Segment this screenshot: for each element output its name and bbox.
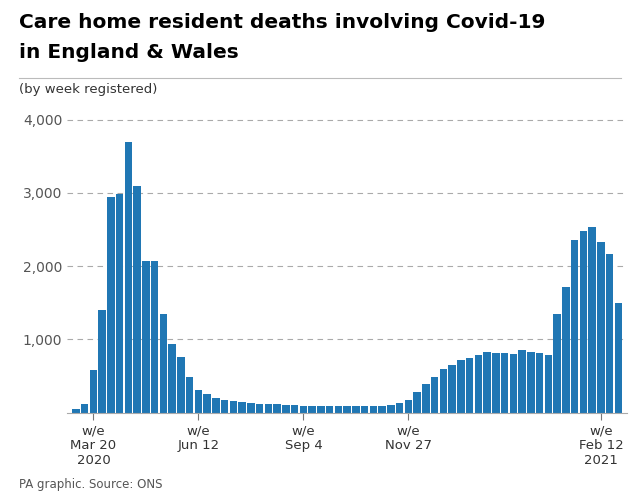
Bar bbox=[589, 226, 596, 412]
Text: PA graphic. Source: ONS: PA graphic. Source: ONS bbox=[19, 478, 163, 491]
Bar bbox=[265, 404, 272, 412]
Bar bbox=[562, 286, 570, 412]
Bar bbox=[536, 353, 543, 412]
Bar bbox=[300, 406, 307, 412]
Bar bbox=[404, 400, 412, 412]
Bar bbox=[518, 350, 526, 412]
Bar bbox=[475, 354, 482, 412]
Bar bbox=[449, 365, 456, 412]
Bar bbox=[545, 354, 552, 412]
Bar bbox=[81, 404, 88, 412]
Bar bbox=[239, 402, 246, 412]
Bar bbox=[335, 406, 342, 412]
Bar bbox=[422, 384, 429, 412]
Bar bbox=[326, 406, 333, 412]
Bar bbox=[457, 360, 465, 412]
Bar bbox=[413, 392, 421, 412]
Bar bbox=[571, 240, 579, 412]
Bar bbox=[160, 314, 167, 412]
Bar bbox=[440, 370, 447, 412]
Bar bbox=[361, 406, 369, 412]
Bar bbox=[370, 406, 377, 412]
Bar bbox=[195, 390, 202, 412]
Bar bbox=[151, 261, 159, 412]
Bar bbox=[597, 242, 605, 412]
Bar bbox=[615, 302, 622, 412]
Bar bbox=[352, 406, 360, 412]
Bar bbox=[99, 310, 106, 412]
Bar bbox=[308, 406, 316, 412]
Bar bbox=[256, 404, 264, 412]
Bar bbox=[483, 352, 491, 412]
Bar bbox=[396, 403, 403, 412]
Bar bbox=[168, 344, 176, 412]
Bar bbox=[344, 406, 351, 412]
Bar bbox=[134, 186, 141, 412]
Bar bbox=[509, 354, 517, 412]
Bar bbox=[177, 357, 185, 412]
Bar bbox=[282, 405, 290, 412]
Bar bbox=[387, 405, 395, 412]
Bar bbox=[431, 378, 438, 412]
Bar bbox=[466, 358, 474, 412]
Bar bbox=[554, 314, 561, 412]
Bar bbox=[204, 394, 211, 412]
Bar bbox=[230, 401, 237, 412]
Bar bbox=[291, 405, 298, 412]
Bar bbox=[580, 231, 587, 412]
Bar bbox=[142, 261, 150, 412]
Bar bbox=[221, 400, 228, 412]
Bar bbox=[317, 406, 324, 412]
Bar bbox=[247, 403, 255, 412]
Bar bbox=[501, 353, 508, 412]
Bar bbox=[378, 406, 386, 412]
Bar bbox=[273, 404, 281, 412]
Bar bbox=[527, 352, 534, 412]
Bar bbox=[606, 254, 613, 412]
Bar bbox=[125, 142, 132, 412]
Bar bbox=[72, 409, 79, 412]
Text: in England & Wales: in England & Wales bbox=[19, 42, 239, 62]
Text: (by week registered): (by week registered) bbox=[19, 82, 157, 96]
Bar bbox=[492, 353, 500, 412]
Bar bbox=[212, 398, 220, 412]
Text: Care home resident deaths involving Covid-19: Care home resident deaths involving Covi… bbox=[19, 12, 545, 32]
Bar bbox=[186, 376, 193, 412]
Bar bbox=[108, 196, 115, 412]
Bar bbox=[90, 370, 97, 412]
Bar bbox=[116, 194, 124, 412]
